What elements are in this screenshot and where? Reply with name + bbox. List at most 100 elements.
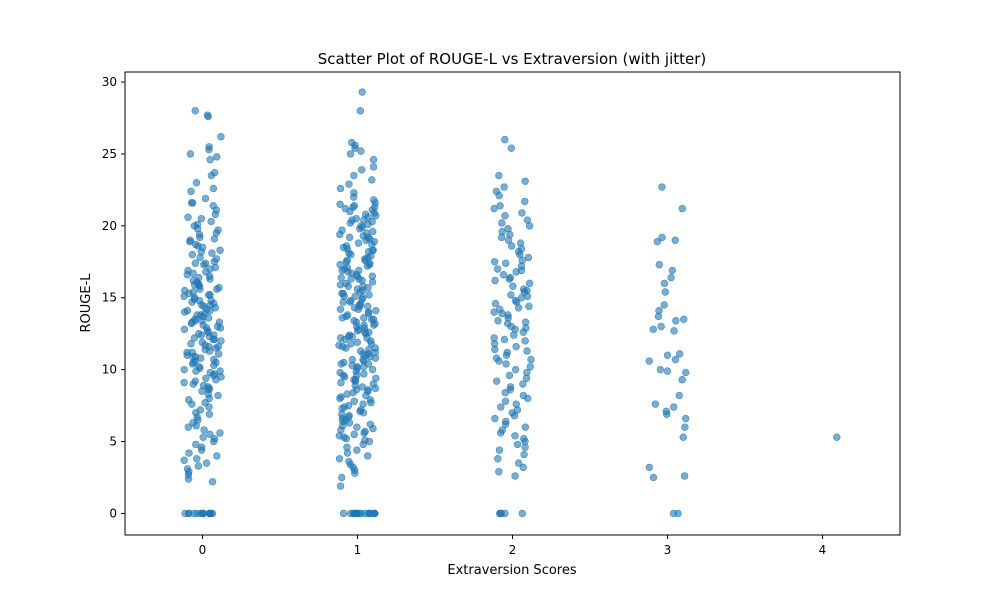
scatter-point	[346, 150, 355, 158]
scatter-point	[523, 347, 531, 355]
scatter-point	[345, 419, 354, 427]
scatter-point	[674, 509, 682, 518]
scatter-point	[188, 348, 196, 357]
plot-area	[124, 71, 901, 536]
scatter-point	[670, 327, 678, 335]
y-tick-label: 0	[109, 506, 117, 520]
scatter-point	[202, 459, 211, 467]
scatter-point	[180, 365, 188, 374]
scatter-point	[194, 462, 203, 470]
scatter-point	[495, 171, 503, 180]
scatter-point	[359, 440, 367, 449]
scatter-point	[339, 509, 348, 518]
scatter-point	[491, 276, 499, 285]
scatter-point	[367, 315, 376, 324]
scatter-point	[184, 213, 192, 221]
scatter-point	[502, 351, 511, 359]
scatter-point	[196, 253, 204, 262]
scatter-point	[668, 266, 677, 275]
scatter-point	[672, 317, 680, 325]
scatter-point	[350, 171, 358, 180]
scatter-point	[367, 399, 375, 407]
scatter-point	[345, 180, 353, 188]
scatter-point	[363, 452, 372, 460]
scatter-point	[513, 440, 522, 449]
scatter-point	[336, 394, 344, 403]
scatter-point	[359, 350, 367, 358]
scatter-point	[357, 147, 365, 155]
scatter-point	[353, 338, 361, 347]
scatter-point	[204, 314, 213, 322]
scatter-point	[348, 216, 356, 224]
scatter-point	[512, 342, 520, 351]
scatter-point	[190, 281, 199, 289]
scatter-point	[514, 304, 523, 312]
scatter-point	[205, 403, 213, 411]
scatter-point	[497, 233, 506, 242]
scatter-point	[213, 452, 221, 460]
scatter-point	[184, 423, 193, 431]
scatter-point	[205, 145, 213, 154]
scatter-point	[645, 463, 654, 472]
scatter-point	[196, 233, 204, 242]
scatter-point	[358, 88, 366, 96]
scatter-point	[351, 469, 359, 477]
scatter-point	[348, 332, 356, 341]
scatter-point	[649, 325, 657, 334]
scatter-point	[206, 275, 214, 283]
scatter-point	[354, 239, 363, 247]
scatter-point	[186, 150, 195, 158]
scatter-point	[655, 260, 663, 269]
scatter-point	[497, 403, 505, 411]
scatter-point	[495, 468, 503, 476]
scatter-point	[192, 179, 201, 187]
scatter-point	[350, 193, 358, 201]
scatter-point	[210, 361, 218, 370]
scatter-point	[507, 144, 515, 152]
scatter-point	[519, 463, 527, 472]
scatter-point	[493, 265, 502, 273]
scatter-point	[185, 449, 193, 457]
scatter-point	[213, 285, 221, 293]
scatter-point	[185, 509, 193, 518]
scatter-point	[189, 358, 198, 367]
scatter-point	[353, 363, 361, 371]
scatter-point	[525, 279, 534, 288]
scatter-point	[356, 107, 365, 115]
scatter-point	[337, 378, 345, 387]
scatter-point	[338, 473, 346, 482]
scatter-point	[369, 227, 377, 236]
scatter-point	[210, 235, 219, 243]
scatter-point	[369, 246, 377, 255]
scatter-point	[189, 380, 198, 388]
scatter-point	[653, 237, 662, 246]
scatter-point	[500, 335, 509, 344]
scatter-point	[191, 317, 199, 325]
scatter-point	[362, 391, 370, 400]
scatter-point	[212, 376, 220, 384]
scatter-point	[335, 455, 344, 463]
scatter-point	[495, 446, 504, 454]
scatter-point	[347, 250, 355, 259]
scatter-point	[202, 374, 210, 382]
scatter-point	[521, 337, 529, 345]
scatter-point	[365, 437, 374, 446]
scatter-point	[350, 397, 358, 405]
scatter-point	[511, 365, 520, 374]
scatter-point	[206, 509, 214, 518]
scatter-point	[193, 509, 202, 518]
scatter-point	[521, 443, 529, 451]
scatter-point	[527, 355, 535, 364]
scatter-point	[369, 424, 377, 433]
x-tick-label: 0	[199, 543, 207, 557]
scatter-point	[521, 318, 530, 326]
scatter-point	[209, 184, 218, 193]
scatter-point	[210, 335, 219, 344]
scatter-point	[351, 144, 359, 152]
scatter-point	[348, 355, 357, 364]
scatter-point	[353, 423, 361, 431]
scatter-point	[198, 446, 206, 454]
scatter-point	[364, 220, 372, 229]
scatter-point	[338, 314, 346, 322]
scatter-point	[355, 266, 363, 275]
